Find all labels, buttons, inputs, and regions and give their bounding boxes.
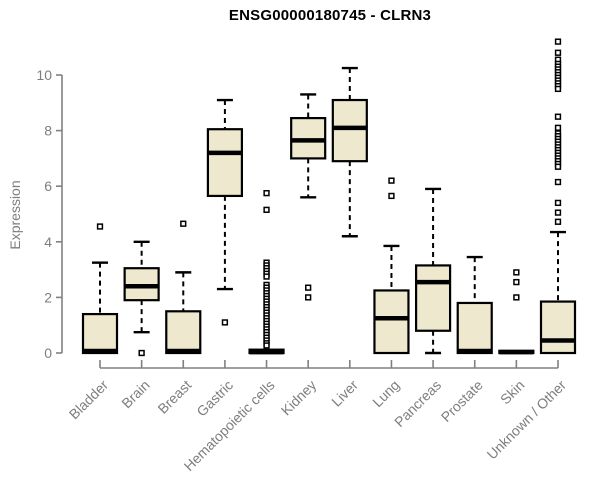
- y-tick-label: 2: [44, 289, 52, 305]
- x-axis-label-lung: Lung: [369, 377, 402, 410]
- x-axis-label-skin: Skin: [497, 377, 528, 408]
- outlier-unknown-other: [554, 199, 562, 207]
- box-breast: [165, 310, 202, 355]
- box-pancreas: [414, 264, 452, 332]
- box-liver: [331, 98, 368, 163]
- outlier-kidney: [305, 284, 312, 291]
- outlier-skin: [513, 278, 520, 286]
- box-bladder: [81, 312, 119, 355]
- outlier-unknown-other: [554, 124, 562, 131]
- outlier-unknown-other: [554, 178, 562, 186]
- x-axis-label-bladder: Bladder: [66, 377, 112, 423]
- outlier-hematopoietic-cells: [263, 190, 270, 197]
- outlier-unknown-other: [554, 113, 562, 120]
- x-axis-label-prostate: Prostate: [438, 377, 486, 425]
- y-tick-label: 0: [44, 345, 52, 361]
- outlier-kidney: [305, 294, 312, 301]
- outlier-lung: [388, 192, 395, 200]
- outlier-unknown-other: [554, 218, 562, 225]
- x-axis-label-liver: Liver: [328, 377, 361, 410]
- outlier-hematopoietic-cells: [263, 206, 270, 213]
- outlier-hematopoietic-cells: [263, 273, 270, 280]
- outlier-skin: [513, 294, 520, 301]
- outlier-unknown-other: [554, 85, 562, 93]
- y-tick-label: 4: [44, 234, 52, 250]
- x-axis-label-unknown-other: Unknown / Other: [484, 377, 570, 463]
- y-tick-label: 6: [44, 178, 52, 194]
- outlier-brain: [138, 349, 145, 357]
- outlier-unknown-other: [554, 163, 562, 170]
- chart-title: ENSG00000180745 - CLRN3: [228, 7, 432, 24]
- outlier-unknown-other: [554, 38, 562, 45]
- outlier-unknown-other: [554, 49, 562, 56]
- box-unknown-other: [539, 300, 577, 355]
- outlier-unknown-other: [554, 209, 562, 216]
- y-tick-label: 10: [36, 67, 52, 83]
- x-axis-label-breast: Breast: [154, 377, 194, 417]
- y-tick-label: 8: [44, 123, 52, 139]
- outlier-hematopoietic-cells: [263, 342, 270, 349]
- x-axis-label-brain: Brain: [118, 377, 152, 411]
- x-axis-label-kidney: Kidney: [278, 377, 320, 419]
- outlier-bladder: [96, 223, 104, 230]
- box-gastric: [206, 128, 244, 198]
- outlier-gastric: [221, 319, 229, 326]
- outlier-skin: [513, 269, 520, 276]
- box-lung: [373, 289, 410, 355]
- box-prostate: [456, 301, 493, 355]
- outlier-breast: [180, 220, 187, 227]
- outlier-lung: [388, 177, 395, 184]
